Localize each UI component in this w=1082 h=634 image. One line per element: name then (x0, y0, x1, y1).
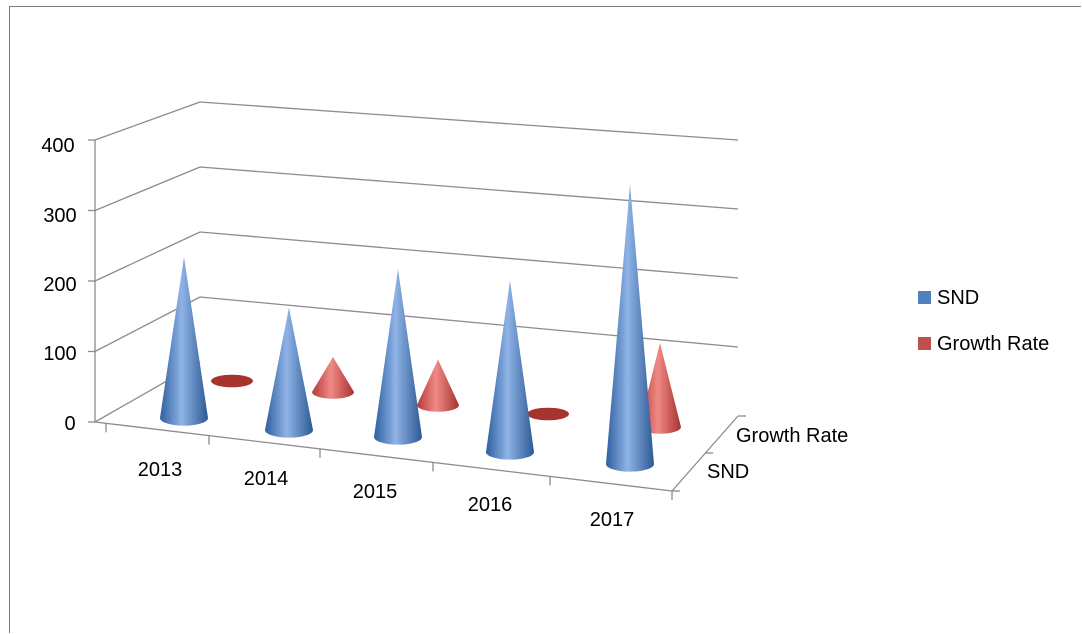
legend-label-snd: SND (937, 287, 979, 309)
cone-snd-2013 (160, 257, 208, 426)
cone-growth-rate-2013-base (211, 374, 253, 388)
gridline (199, 231, 739, 279)
side-gridline (94, 101, 201, 141)
depth-axis-labels: Growth Rate SND (707, 425, 848, 483)
y-tick-labels: 0 100 200 300 400 (41, 135, 76, 435)
x-tick-label: 2015 (353, 481, 398, 503)
x-tick-label: 2014 (244, 468, 289, 490)
y-tick-label: 400 (41, 135, 74, 157)
cone-snd-2013-body (160, 257, 208, 426)
cone-snd-2014 (265, 307, 313, 438)
cone-snd-2017-body (606, 184, 654, 472)
cone-snd-2015 (374, 269, 422, 445)
cone-growth-rate-2016-base (527, 407, 569, 421)
depth-label-growth-rate: Growth Rate (736, 425, 848, 447)
cone-growth-rate-2014 (312, 357, 354, 399)
cone-growth-rate-2015 (417, 359, 459, 412)
cone-growth-rate-2016 (527, 407, 569, 421)
cone-growth-rate-2017 (639, 343, 681, 434)
cone-growth-rate-2017-body (639, 343, 681, 434)
y-tick-label: 200 (43, 274, 76, 296)
cone-growth-rate-2015-body (417, 359, 459, 412)
gridline (199, 296, 739, 348)
x-axis-line (94, 421, 673, 492)
legend-swatch-snd (918, 291, 931, 304)
side-gridline (94, 231, 201, 282)
y-tick-label: 300 (43, 205, 76, 227)
gridline (199, 166, 739, 210)
y-tick-label: 0 (64, 413, 75, 435)
legend-label-growth-rate: Growth Rate (937, 333, 1049, 355)
x-tick-label: 2016 (468, 494, 513, 516)
legend-swatch-growth-rate (918, 337, 931, 350)
gridline (199, 101, 739, 141)
x-tick-label: 2013 (138, 459, 183, 481)
legend: SND Growth Rate (918, 287, 1049, 355)
cone-snd-2017 (606, 184, 654, 472)
x-tick-labels: 2013 2014 2015 2016 2017 (138, 459, 635, 531)
axes-layer (88, 101, 746, 500)
cone-snd-2015-body (374, 269, 422, 445)
cone-snd-2014-body (265, 307, 313, 438)
depth-label-snd: SND (707, 461, 749, 483)
cone-growth-rate-2013 (211, 374, 253, 388)
cone-snd-2016-body (486, 280, 534, 460)
side-gridline (94, 166, 201, 212)
y-tick-label: 100 (43, 343, 76, 365)
cones-layer (160, 184, 681, 472)
cone-snd-2016 (486, 280, 534, 460)
x-tick-label: 2017 (590, 509, 635, 531)
cone-growth-rate-2014-body (312, 357, 354, 399)
